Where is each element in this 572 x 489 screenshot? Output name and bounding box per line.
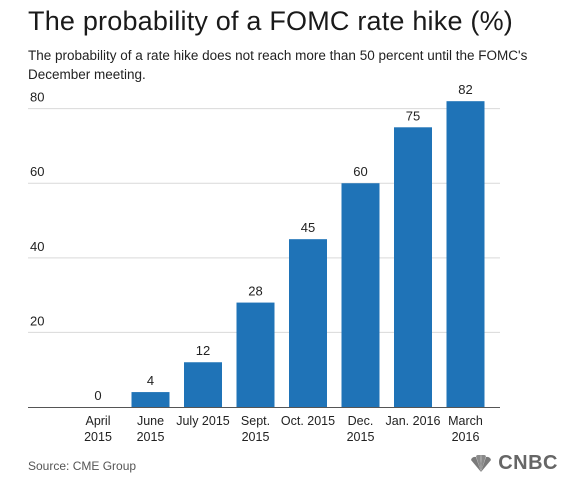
data-label: 75 (406, 108, 420, 123)
bar (184, 362, 222, 407)
x-tick-label: 2015 (84, 430, 112, 444)
x-tick-label: June (137, 414, 164, 428)
x-tick-label: April (85, 414, 110, 428)
bars (131, 101, 485, 407)
x-tick-label: Dec. (348, 414, 374, 428)
x-tick-label: March (448, 414, 483, 428)
x-tick-label: Sept. (241, 414, 270, 428)
data-label: 0 (94, 388, 101, 403)
bar (131, 392, 170, 407)
x-tick-label: 2015 (137, 430, 165, 444)
y-tick-label: 20 (30, 313, 44, 328)
data-label: 4 (147, 373, 154, 388)
x-tick-label: 2015 (347, 430, 375, 444)
y-tick-label: 80 (30, 90, 44, 105)
bar (394, 127, 432, 407)
bar (236, 302, 275, 407)
chart-subtitle: The probability of a rate hike does not … (28, 48, 528, 82)
x-tick-label: 2015 (242, 430, 270, 444)
x-tick-label: 2016 (452, 430, 480, 444)
bar (289, 239, 327, 407)
y-tick-label: 60 (30, 164, 44, 179)
source-note: Source: CME Group (28, 459, 137, 473)
data-label: 45 (301, 220, 315, 235)
data-label: 28 (248, 284, 262, 299)
y-tick-label: 40 (30, 239, 44, 254)
cnbc-logo: CNBC (468, 452, 558, 475)
cnbc-wordmark: CNBC (498, 452, 558, 474)
x-tick-label: July 2015 (176, 414, 230, 428)
data-label: 82 (458, 82, 472, 97)
x-tick-label: Jan. 2016 (386, 414, 441, 428)
bar (446, 101, 485, 407)
peacock-icon (471, 454, 492, 472)
bar (341, 183, 380, 407)
labels: 20 40 60 80 0 April 2015 4 June 2015 12 July 2015 28… (30, 82, 483, 444)
chart-title: The probability of a FOMC rate hike (%) (28, 6, 513, 36)
x-tick-label: Oct. 2015 (281, 414, 335, 428)
data-label: 12 (196, 343, 210, 358)
data-label: 60 (353, 164, 367, 179)
